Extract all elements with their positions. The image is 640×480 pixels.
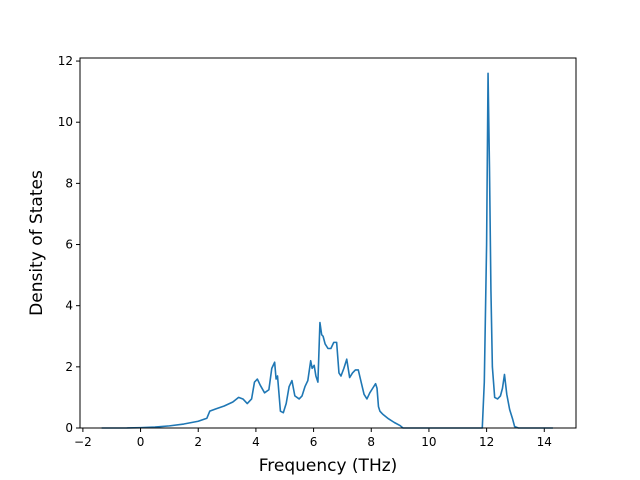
x-tick-label: 4: [252, 435, 260, 449]
x-tick-label: 14: [537, 435, 552, 449]
plot-layer: [101, 72, 553, 429]
x-tick-label: 8: [367, 435, 375, 449]
x-axis-label: Frequency (THz): [259, 456, 398, 476]
y-tick-label: 0: [65, 421, 73, 435]
x-tick-label: 12: [479, 435, 494, 449]
y-tick-label: 12: [58, 54, 73, 68]
x-tick-label: 2: [194, 435, 202, 449]
dos-series-line: [101, 72, 553, 429]
x-tick-label: 0: [137, 435, 145, 449]
y-axis-label: Density of States: [27, 170, 47, 316]
plot-frame: [79, 57, 577, 429]
x-tick-label: 6: [310, 435, 318, 449]
x-tick-label: 10: [421, 435, 436, 449]
y-tick-label: 10: [58, 115, 73, 129]
x-tick-label: −2: [74, 435, 92, 449]
y-tick-label: 6: [65, 238, 73, 252]
y-tick-label: 8: [65, 176, 73, 190]
y-tick-label: 2: [65, 360, 73, 374]
y-tick-label: 4: [65, 299, 73, 313]
